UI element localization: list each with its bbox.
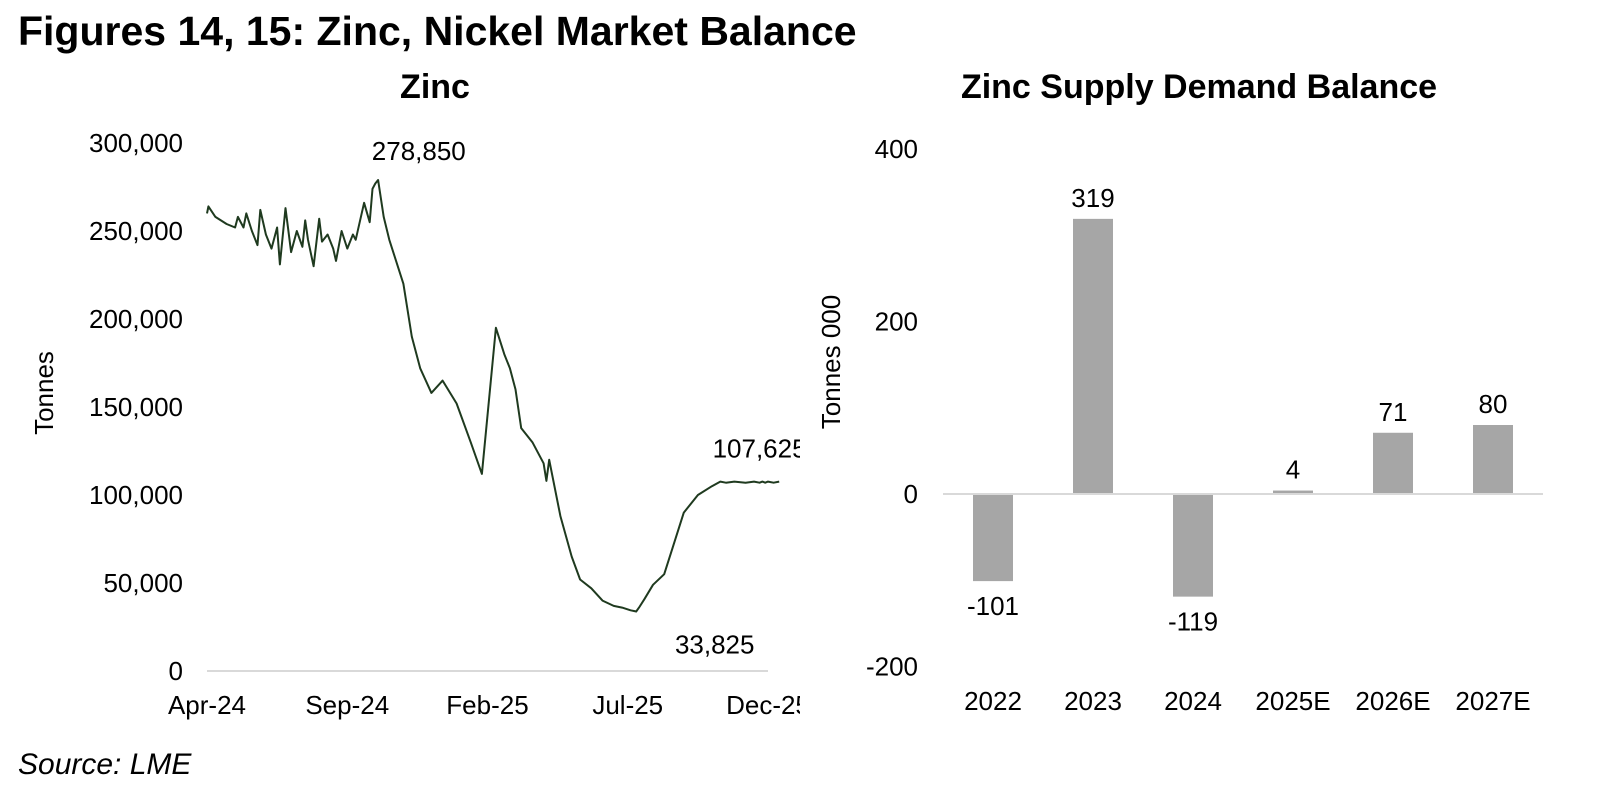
zinc-balance-bar-chart: Zinc Supply Demand Balance Tonnes 000 -2… (816, 68, 1543, 716)
line-chart-y-tick-label: 100,000 (89, 480, 183, 510)
line-chart-x-tick-label: Feb-25 (446, 690, 528, 720)
bar-2023 (1073, 218, 1113, 495)
bar-2027e (1473, 425, 1513, 494)
bar-2026e (1373, 432, 1413, 494)
bar-value-label: 71 (1379, 397, 1408, 427)
bar-chart-title: Zinc Supply Demand Balance (961, 68, 1437, 106)
figure-title: Figures 14, 15: Zinc, Nickel Market Bala… (18, 8, 857, 54)
line-chart-y-tick-label: 50,000 (103, 568, 183, 598)
bar-value-label: 319 (1071, 183, 1114, 213)
source-note: Source: LME (18, 748, 192, 781)
bar-chart-y-tick-label: 400 (875, 134, 918, 164)
bar-chart-x-tick-label: 2026E (1355, 686, 1430, 716)
bar-value-label: 80 (1479, 389, 1508, 419)
bar-value-label: 4 (1286, 455, 1300, 485)
bar-chart-x-tick-label: 2023 (1064, 686, 1122, 716)
line-chart-title: Zinc (400, 68, 470, 106)
bar-2025e (1273, 490, 1313, 494)
line-chart-data-label: 33,825 (675, 629, 755, 659)
line-chart-data-label: 107,625 (713, 434, 800, 464)
line-chart-y-tick-label: 200,000 (89, 304, 183, 334)
bar-value-label: -101 (967, 591, 1019, 621)
line-chart-y-tick-label: 0 (169, 656, 183, 686)
bar-chart-y-tick-label: -200 (866, 652, 918, 682)
line-chart-data-label: 278,850 (372, 136, 466, 166)
line-chart-y-tick-label: 300,000 (89, 128, 183, 158)
line-chart-x-tick-label: Apr-24 (168, 690, 246, 720)
bar-chart-y-tick-label: 0 (904, 479, 918, 509)
bar-chart-y-tick-label: 200 (875, 307, 918, 337)
line-chart-x-tick-label: Sep-24 (305, 690, 389, 720)
bar-value-label: -119 (1168, 607, 1218, 637)
line-chart-x-tick-label: Jul-25 (592, 690, 663, 720)
bar-chart-x-tick-label: 2025E (1255, 686, 1330, 716)
bar-2022 (973, 494, 1013, 582)
line-chart-y-axis-label: Tonnes (29, 351, 59, 435)
bar-chart-x-tick-label: 2024 (1164, 686, 1222, 716)
line-chart-y-tick-label: 250,000 (89, 216, 183, 246)
bar-2024 (1173, 494, 1213, 597)
line-chart-x-tick-label: Dec-25 (726, 690, 800, 720)
bar-chart-x-tick-label: 2027E (1455, 686, 1530, 716)
zinc-stock-series-line (206, 179, 780, 613)
bar-chart-y-axis-label: Tonnes 000 (816, 295, 846, 429)
zinc-stock-line-chart: Zinc Tonnes 0 50,000 100,000 150,000 200,000… (29, 68, 800, 720)
line-chart-y-tick-label: 150,000 (89, 392, 183, 422)
bar-chart-x-tick-label: 2022 (964, 686, 1022, 716)
